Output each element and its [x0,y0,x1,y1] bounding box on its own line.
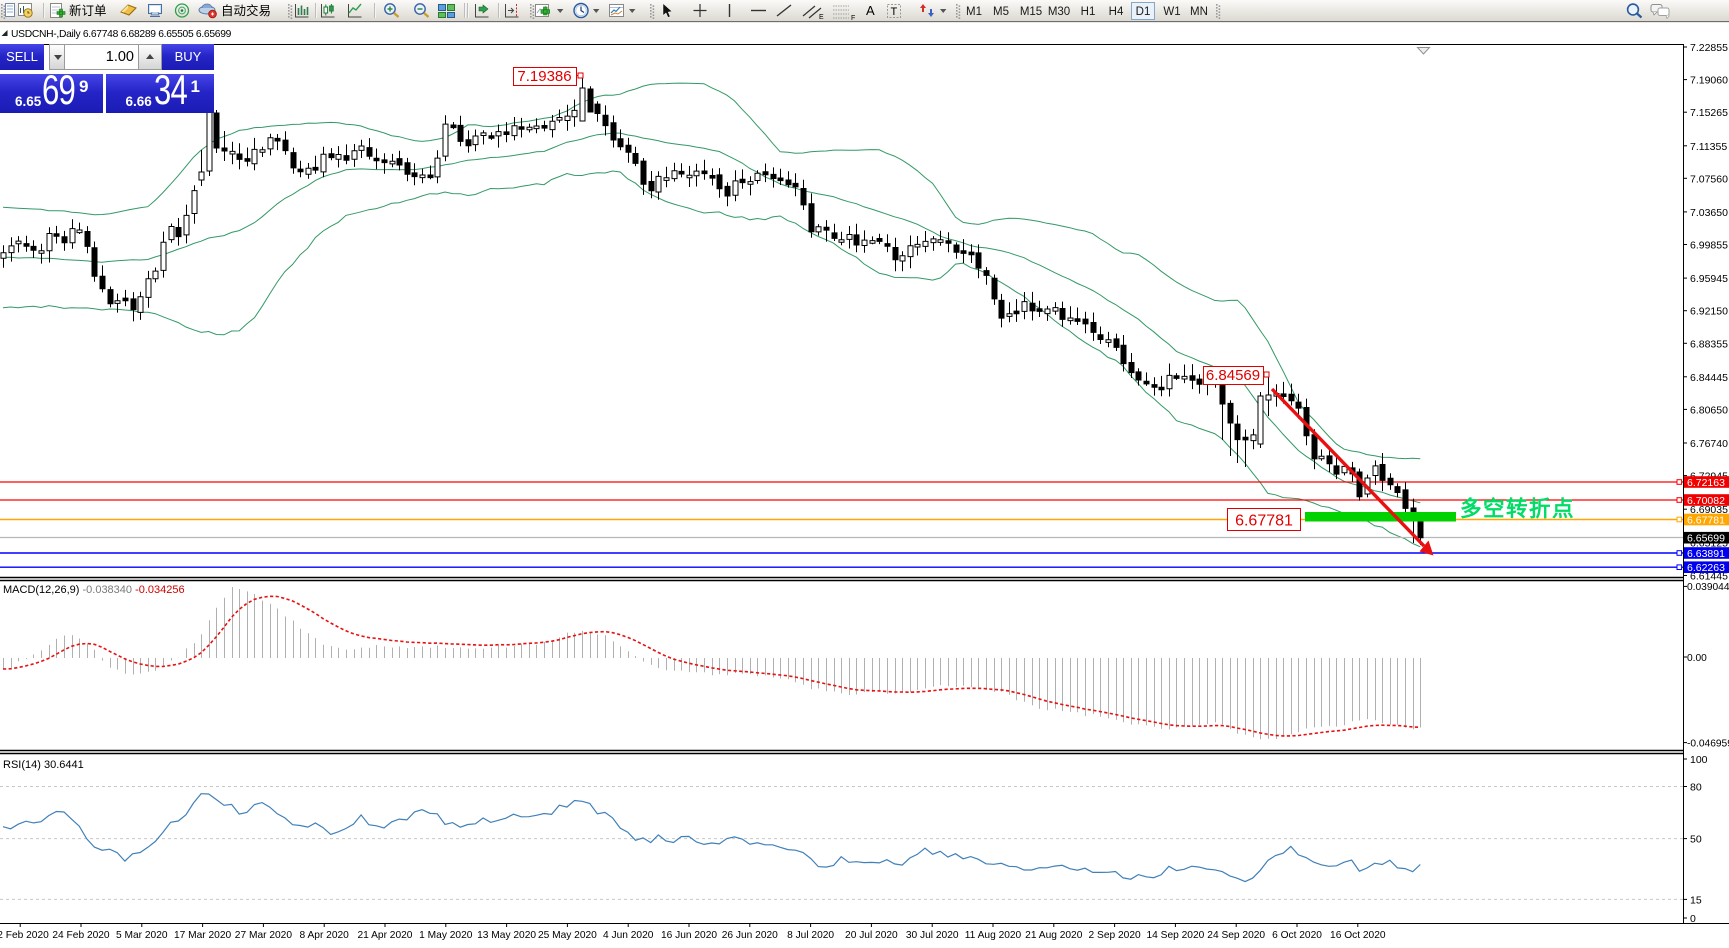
svg-text:0.039044: 0.039044 [1687,582,1729,593]
svg-text:6.92150: 6.92150 [1690,306,1728,318]
svg-text:80: 80 [1690,782,1702,794]
svg-text:8 Jul 2020: 8 Jul 2020 [787,930,834,941]
svg-text:7.19386: 7.19386 [517,68,571,85]
svg-text:A: A [866,3,875,18]
svg-text:6.70082: 6.70082 [1687,495,1725,507]
svg-text:14 Sep 2020: 14 Sep 2020 [1147,930,1205,941]
svg-text:F: F [851,15,855,22]
svg-text:17 Mar 2020: 17 Mar 2020 [174,930,232,941]
svg-text:6.80650: 6.80650 [1690,404,1728,416]
svg-text:-0.046959: -0.046959 [1687,738,1729,749]
svg-text:6.95945: 6.95945 [1690,273,1728,285]
svg-text:13 May 2020: 13 May 2020 [477,930,536,941]
svg-text:7.11355: 7.11355 [1690,141,1727,153]
svg-text:26 Jun 2020: 26 Jun 2020 [722,930,778,941]
svg-text:1 May 2020: 1 May 2020 [419,930,473,941]
svg-text:6.84569: 6.84569 [1206,367,1260,384]
svg-text:W1: W1 [1163,6,1180,18]
svg-text:7.03650: 7.03650 [1690,207,1728,219]
svg-text:USDCNH-,Daily 6.67748 6.68289: USDCNH-,Daily 6.67748 6.68289 6.65505 6.… [11,29,232,40]
svg-text:6.69035: 6.69035 [1690,504,1728,516]
svg-text:21 Apr 2020: 21 Apr 2020 [358,930,413,941]
svg-text:16 Oct 2020: 16 Oct 2020 [1330,930,1386,941]
svg-text:MN: MN [1190,6,1208,18]
svg-text:M30: M30 [1048,6,1070,18]
svg-text:6.65699: 6.65699 [1687,533,1725,545]
svg-text:自动交易: 自动交易 [221,3,271,18]
svg-text:21 Aug 2020: 21 Aug 2020 [1025,930,1083,941]
svg-text:0.00: 0.00 [1687,653,1707,664]
svg-text:H4: H4 [1109,6,1124,18]
svg-text:MACD(12,26,9) -0.038340 -0.034: MACD(12,26,9) -0.038340 -0.034256 [3,584,185,596]
svg-text:6.84445: 6.84445 [1690,372,1728,384]
svg-text:6.67781: 6.67781 [1687,514,1725,526]
svg-text:6.62263: 6.62263 [1687,562,1725,574]
svg-text:D1: D1 [1136,6,1151,18]
svg-text:RSI(14) 30.6441: RSI(14) 30.6441 [3,759,84,771]
svg-text:7.15265: 7.15265 [1690,107,1728,119]
svg-text:4 Jun 2020: 4 Jun 2020 [603,930,654,941]
svg-text:25 May 2020: 25 May 2020 [538,930,597,941]
svg-text:7.22855: 7.22855 [1690,42,1728,54]
svg-text:2 Sep 2020: 2 Sep 2020 [1089,930,1141,941]
svg-text:新订单: 新订单 [69,3,107,18]
svg-text:8 Apr 2020: 8 Apr 2020 [300,930,350,941]
svg-text:6.99855: 6.99855 [1690,240,1728,252]
svg-text:12 Feb 2020: 12 Feb 2020 [0,930,49,941]
svg-text:H1: H1 [1081,6,1096,18]
svg-text:0: 0 [1690,913,1696,925]
svg-text:E: E [819,14,824,21]
svg-text:7.19060: 7.19060 [1690,75,1728,87]
svg-text:7.07560: 7.07560 [1690,173,1728,185]
svg-text:M5: M5 [993,6,1009,18]
svg-text:15: 15 [1690,894,1702,906]
svg-text:5 Mar 2020: 5 Mar 2020 [116,930,168,941]
svg-text:M1: M1 [966,6,982,18]
svg-text:24 Sep 2020: 24 Sep 2020 [1207,930,1265,941]
svg-text:多空转折点: 多空转折点 [1460,496,1575,521]
svg-text:6.61445: 6.61445 [1690,571,1728,583]
svg-text:6.67781: 6.67781 [1235,513,1293,530]
svg-text:6.63891: 6.63891 [1687,548,1725,560]
svg-text:T: T [891,6,898,18]
svg-text:20 Jul 2020: 20 Jul 2020 [845,930,898,941]
svg-text:30 Jul 2020: 30 Jul 2020 [906,930,959,941]
svg-text:16 Jun 2020: 16 Jun 2020 [661,930,717,941]
svg-text:24 Feb 2020: 24 Feb 2020 [52,930,110,941]
svg-text:100: 100 [1690,754,1708,766]
svg-text:6 Oct 2020: 6 Oct 2020 [1272,930,1322,941]
svg-text:6.88355: 6.88355 [1690,338,1728,350]
svg-text:11 Aug 2020: 11 Aug 2020 [965,930,1022,941]
svg-text:6.76740: 6.76740 [1690,438,1728,450]
svg-text:M15: M15 [1020,6,1042,18]
svg-text:6.72163: 6.72163 [1687,477,1725,489]
svg-text:50: 50 [1690,834,1702,846]
svg-text:27 Mar 2020: 27 Mar 2020 [235,930,293,941]
